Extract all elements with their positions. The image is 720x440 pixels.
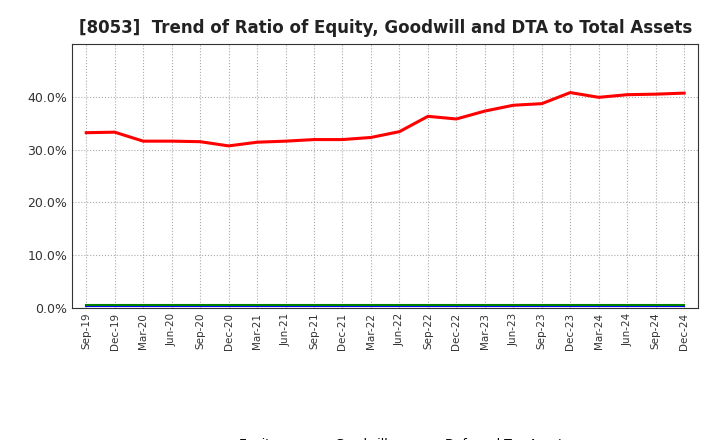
Goodwill [225, 304, 233, 309]
Deferred Tax Assets [196, 302, 204, 308]
Goodwill [480, 304, 489, 309]
Goodwill [452, 304, 461, 309]
Equity [623, 92, 631, 97]
Goodwill [595, 304, 603, 309]
Goodwill [167, 304, 176, 309]
Goodwill [338, 304, 347, 309]
Deferred Tax Assets [595, 302, 603, 308]
Equity [680, 91, 688, 96]
Deferred Tax Assets [253, 302, 261, 308]
Deferred Tax Assets [167, 302, 176, 308]
Equity [595, 95, 603, 100]
Line: Equity: Equity [86, 92, 684, 146]
Equity [310, 137, 318, 142]
Deferred Tax Assets [452, 302, 461, 308]
Goodwill [82, 304, 91, 309]
Equity [338, 137, 347, 142]
Goodwill [196, 304, 204, 309]
Deferred Tax Assets [338, 302, 347, 308]
Equity [566, 90, 575, 95]
Goodwill [395, 304, 404, 309]
Deferred Tax Assets [110, 302, 119, 308]
Equity [282, 139, 290, 144]
Goodwill [652, 304, 660, 309]
Goodwill [537, 304, 546, 309]
Deferred Tax Assets [366, 302, 375, 308]
Deferred Tax Assets [537, 302, 546, 308]
Equity [167, 139, 176, 144]
Equity [537, 101, 546, 106]
Goodwill [423, 304, 432, 309]
Deferred Tax Assets [509, 302, 518, 308]
Equity [82, 130, 91, 136]
Deferred Tax Assets [310, 302, 318, 308]
Goodwill [139, 304, 148, 309]
Title: [8053]  Trend of Ratio of Equity, Goodwill and DTA to Total Assets: [8053] Trend of Ratio of Equity, Goodwil… [78, 19, 692, 37]
Legend: Equity, Goodwill, Deferred Tax Assets: Equity, Goodwill, Deferred Tax Assets [197, 433, 574, 440]
Deferred Tax Assets [423, 302, 432, 308]
Goodwill [110, 304, 119, 309]
Equity [110, 129, 119, 135]
Goodwill [310, 304, 318, 309]
Equity [652, 92, 660, 97]
Deferred Tax Assets [623, 302, 631, 308]
Deferred Tax Assets [680, 302, 688, 308]
Equity [366, 135, 375, 140]
Equity [139, 139, 148, 144]
Goodwill [366, 304, 375, 309]
Deferred Tax Assets [282, 302, 290, 308]
Deferred Tax Assets [225, 302, 233, 308]
Goodwill [253, 304, 261, 309]
Deferred Tax Assets [82, 302, 91, 308]
Deferred Tax Assets [395, 302, 404, 308]
Goodwill [680, 304, 688, 309]
Equity [225, 143, 233, 149]
Equity [509, 103, 518, 108]
Deferred Tax Assets [139, 302, 148, 308]
Goodwill [623, 304, 631, 309]
Equity [452, 116, 461, 121]
Goodwill [509, 304, 518, 309]
Equity [480, 108, 489, 114]
Deferred Tax Assets [652, 302, 660, 308]
Equity [253, 139, 261, 145]
Equity [395, 129, 404, 134]
Goodwill [566, 304, 575, 309]
Goodwill [282, 304, 290, 309]
Deferred Tax Assets [480, 302, 489, 308]
Deferred Tax Assets [566, 302, 575, 308]
Equity [423, 114, 432, 119]
Equity [196, 139, 204, 144]
